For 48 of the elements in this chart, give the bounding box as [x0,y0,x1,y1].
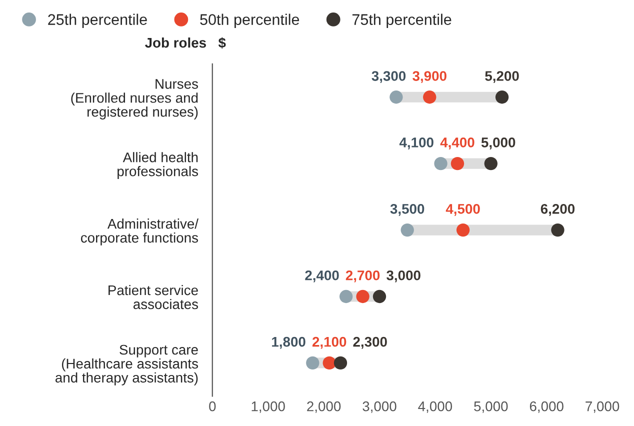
point [434,156,448,170]
x-tick-label: 7,000 [586,401,620,413]
y-tick-label: Allied health professionals [118,152,198,179]
y-axis-title: Job roles [145,37,206,48]
data-label: 2,300 [353,336,387,349]
point [356,290,370,304]
point [372,290,386,304]
y-tick-label: Administrative/ corporate functions [80,218,199,246]
x-tick-label: 0 [209,401,216,412]
point [423,90,436,104]
data-label: 4,100 [399,138,434,150]
data-label: 6,200 [540,204,575,216]
data-label: 5,200 [485,71,519,83]
data-label: 3,300 [372,71,406,83]
point [339,290,353,304]
data-label: 2,100 [312,336,346,349]
point [390,90,403,104]
x-tick-label: 6,000 [530,401,564,413]
data-label: 4,500 [446,204,480,216]
data-label: 5,000 [481,138,516,150]
point [456,223,470,237]
x-tick-label: 2,000 [307,401,341,413]
point [484,156,498,170]
x-tick-label: 4,000 [418,401,452,413]
data-label: 3,500 [390,204,424,216]
y-tick-label: Nurses (Enrolled nurses and registered nurses) [71,79,198,120]
y-tick-label: Patient service associates [108,284,198,310]
data-label: 2,400 [305,270,339,282]
point [450,156,464,170]
x-axis-title: $ [218,37,226,49]
data-label: 3,900 [412,71,446,83]
legend-label: 50th percentile [200,14,300,28]
point [495,90,509,104]
data-label: 4,400 [440,138,474,150]
y-tick-label: Support care (Healthcare assistants and therapy assistants) [56,344,198,386]
legend-label: 75th percentile [352,14,452,28]
x-tick-label: 3,000 [362,401,396,413]
data-label: 3,000 [386,270,420,282]
data-label: 1,800 [272,336,306,349]
point [400,223,414,237]
point [551,223,564,237]
legend-label: 25th percentile [48,14,147,28]
x-tick-label: 1,000 [252,401,285,413]
data-label: 2,700 [346,270,380,282]
point [322,356,336,370]
x-tick-label: 5,000 [474,401,508,413]
point [306,356,320,370]
point [334,356,348,370]
